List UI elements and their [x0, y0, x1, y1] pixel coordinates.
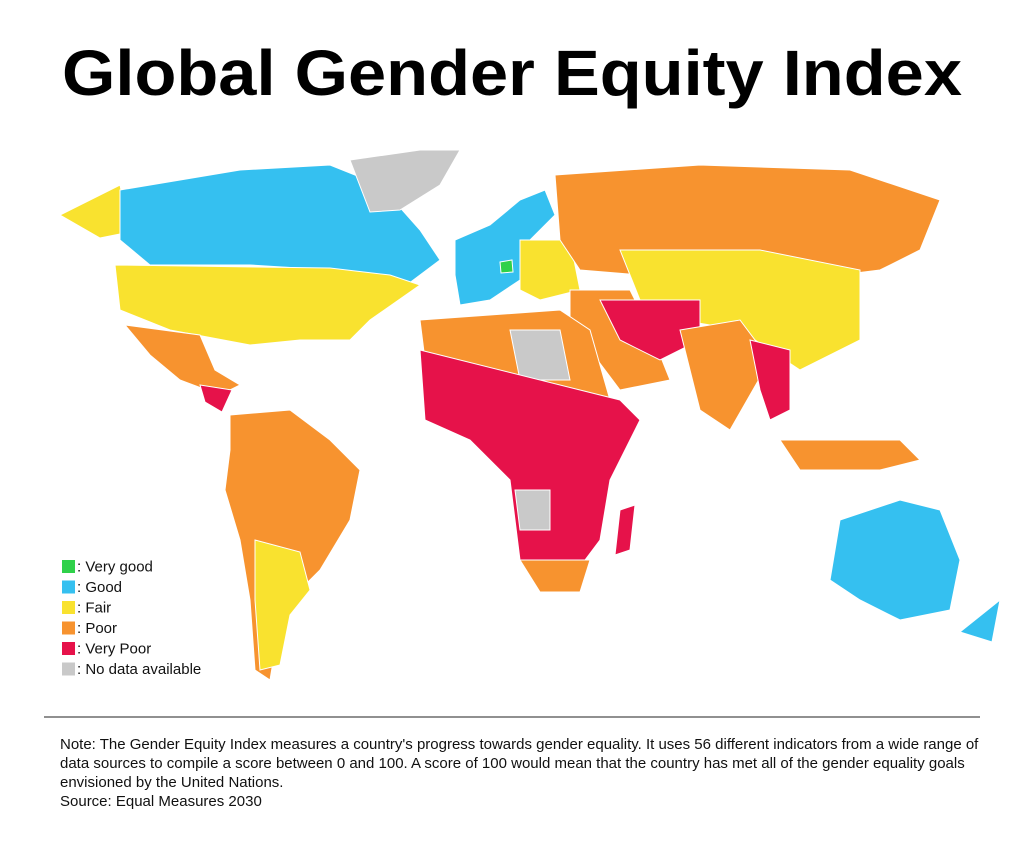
legend-label: : Very Poor [77, 641, 151, 658]
southeast-asia [749, 339, 791, 421]
note-text: Note: The Gender Equity Index measures a… [60, 736, 979, 791]
legend-swatch [62, 601, 75, 614]
new-zealand [958, 598, 1001, 643]
greenland [349, 149, 461, 213]
title: Global Gender Equity Index [62, 37, 962, 109]
legend-swatch [62, 560, 75, 573]
legend-label: : Good [77, 579, 122, 596]
source-text: Source: Equal Measures 2030 [60, 793, 262, 810]
legend-swatch [62, 580, 75, 594]
usa [114, 264, 422, 346]
canada [119, 164, 441, 291]
legend-swatch [62, 621, 75, 635]
central-africa-gap [514, 489, 551, 531]
madagascar [614, 504, 636, 556]
sub-saharan-africa [419, 349, 641, 581]
india [679, 319, 771, 431]
legend-label: : Very good [77, 559, 153, 576]
very-good-country [499, 259, 514, 274]
indonesia [779, 439, 921, 471]
legend-label: : Poor [77, 620, 117, 637]
legend-swatch [62, 662, 75, 676]
legend: : Very good : Good : Fair : Poor : Very Poor… [62, 559, 201, 678]
south-america [224, 409, 361, 681]
legend-label: : Fair [77, 600, 111, 617]
legend-label: : No data available [77, 661, 201, 678]
world-map [58, 149, 1001, 681]
south-africa [519, 559, 591, 593]
southern-cone [254, 539, 311, 671]
south-central-asia [599, 299, 701, 361]
central-america [199, 384, 233, 413]
australia [829, 499, 961, 621]
sahara-gap [509, 329, 571, 381]
footnote: Note: The Gender Equity Index measures a… [60, 735, 990, 811]
legend-swatch [62, 642, 75, 655]
